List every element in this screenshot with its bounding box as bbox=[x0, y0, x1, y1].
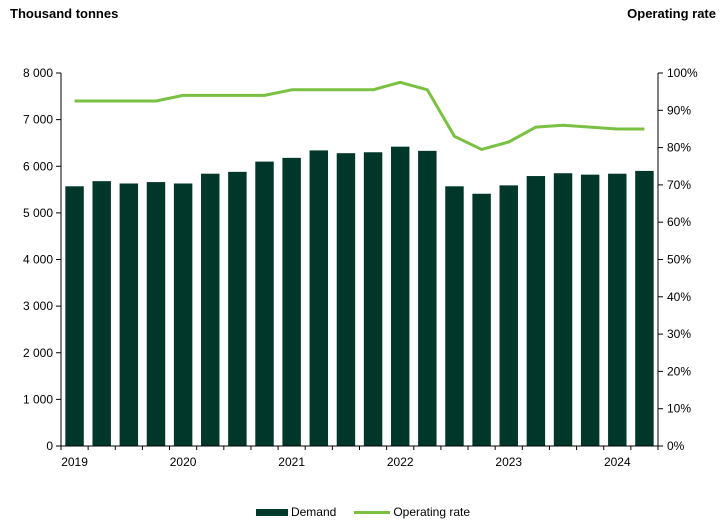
left-axis-tick-label: 8 000 bbox=[23, 66, 53, 80]
right-axis-title: Operating rate bbox=[627, 6, 716, 21]
demand-bar bbox=[608, 173, 627, 446]
demand-bar bbox=[92, 181, 111, 447]
demand-bar bbox=[173, 183, 193, 446]
left-axis-tick-label: 2 000 bbox=[23, 346, 53, 360]
legend-swatch-demand bbox=[255, 508, 288, 516]
left-axis-title: Thousand tonnes bbox=[10, 6, 119, 21]
demand-bar bbox=[228, 171, 247, 446]
left-axis-tick-label: 4 000 bbox=[23, 253, 53, 267]
demand-bar bbox=[635, 170, 654, 446]
right-axis-tick-label: 90% bbox=[667, 103, 691, 117]
demand-bar bbox=[445, 186, 464, 447]
right-axis-tick-label: 30% bbox=[667, 327, 691, 341]
legend-label-demand: Demand bbox=[290, 505, 337, 519]
left-axis-tick-label: 5 000 bbox=[23, 206, 53, 220]
x-axis-tick-label: 2021 bbox=[278, 455, 305, 469]
x-axis-tick-label: 2022 bbox=[387, 455, 414, 469]
demand-bar bbox=[146, 182, 166, 446]
demand-bar bbox=[282, 157, 301, 447]
demand-bar bbox=[255, 161, 274, 446]
legend: Demand Operating rate bbox=[0, 505, 726, 519]
right-axis-tick-label: 40% bbox=[667, 290, 691, 304]
line-layer bbox=[74, 80, 645, 151]
right-axis-tick-label: 0% bbox=[667, 439, 685, 453]
right-axis-tick-label: 20% bbox=[667, 364, 691, 378]
demand-bar bbox=[580, 174, 600, 446]
demand-bar bbox=[336, 153, 356, 446]
demand-bar bbox=[363, 152, 383, 446]
demand-bar bbox=[418, 150, 437, 447]
left-axis-tick-label: 6 000 bbox=[23, 159, 53, 173]
x-axis-tick-label: 2024 bbox=[604, 455, 631, 469]
left-axis-tick-label: 0 bbox=[46, 439, 53, 453]
right-axis-tick-label: 60% bbox=[667, 215, 691, 229]
bars-layer bbox=[65, 146, 654, 447]
axes-layer: 0 1 000 2 000 3 000 4 000 5 000 6 000 7 000 8 00… bbox=[23, 66, 698, 469]
demand-bar bbox=[309, 150, 329, 446]
legend-label-operating-rate: Operating rate bbox=[393, 505, 471, 519]
x-axis-tick-label: 2019 bbox=[61, 455, 88, 469]
right-axis-tick-label: 70% bbox=[667, 178, 691, 192]
x-axis-tick-label: 2023 bbox=[495, 455, 522, 469]
right-axis-tick-label: 80% bbox=[667, 141, 691, 155]
demand-bar bbox=[526, 176, 546, 447]
x-axis-tick-label: 2020 bbox=[170, 455, 197, 469]
right-axis-tick-label: 100% bbox=[667, 66, 698, 80]
demand-bar bbox=[472, 193, 491, 446]
left-axis-tick-label: 3 000 bbox=[23, 299, 53, 313]
demand-bar bbox=[119, 183, 139, 446]
legend-swatch-operating-rate bbox=[354, 510, 391, 514]
demand-bar bbox=[201, 173, 220, 446]
demand-bar bbox=[65, 186, 84, 447]
right-axis-tick-label: 10% bbox=[667, 402, 691, 416]
demand-bar bbox=[499, 185, 518, 446]
chart-plot: 0 1 000 2 000 3 000 4 000 5 000 6 000 7 000 8 00… bbox=[23, 66, 698, 469]
left-axis-tick-label: 1 000 bbox=[23, 392, 53, 406]
operating-rate-line bbox=[74, 80, 645, 151]
right-axis-tick-label: 50% bbox=[667, 253, 691, 267]
legend-item-demand: Demand bbox=[255, 505, 337, 519]
legend-item-operating-rate: Operating rate bbox=[354, 505, 470, 519]
demand-bar bbox=[553, 173, 573, 447]
demand-bar bbox=[390, 146, 410, 447]
left-axis-tick-label: 7 000 bbox=[23, 113, 53, 127]
